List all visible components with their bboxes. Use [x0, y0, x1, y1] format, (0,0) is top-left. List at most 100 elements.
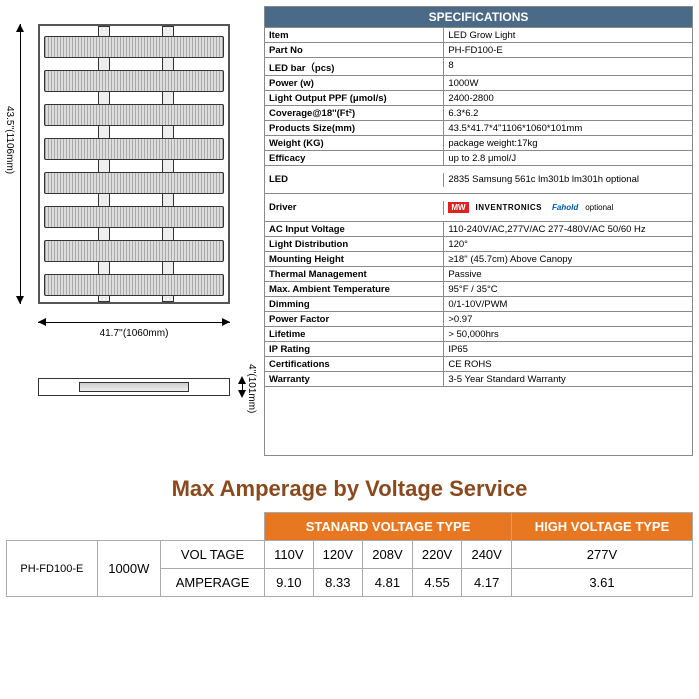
led-bar [44, 240, 224, 262]
spec-row: Weight (KG)package weight:17kg [265, 136, 692, 151]
amp-model: PH-FD100-E [7, 541, 98, 597]
spec-row: ItemLED Grow Light [265, 28, 692, 43]
spec-val: 3-5 Year Standard Warranty [444, 372, 692, 386]
amp-table: STANARD VOLTAGE TYPE HIGH VOLTAGE TYPE P… [6, 512, 693, 597]
spec-row: Mounting Height≥18'' (45.7cm) Above Cano… [265, 252, 692, 267]
spec-row: Part NoPH-FD100-E [265, 43, 692, 58]
spec-row: CertificationsCE ROHS [265, 357, 692, 372]
amp-amp-cell: 8.33 [313, 569, 363, 597]
amp-power: 1000W [97, 541, 160, 597]
amp-voltage-label: VOL TAGE [160, 541, 264, 569]
amp-high-volt-cell: 277V [511, 541, 692, 569]
spec-row: LED bar（pcs)8 [265, 58, 692, 76]
spec-key: Max. Ambient Temperature [265, 282, 444, 296]
spec-row: Thermal ManagementPassive [265, 267, 692, 282]
spec-key: Weight (KG) [265, 136, 444, 150]
spec-row: Power (w)1000W [265, 76, 692, 91]
spec-key: Efficacy [265, 151, 444, 165]
inventronics-logo: INVENTRONICS [473, 202, 545, 213]
side-view [38, 378, 230, 396]
spec-val: 6.3*6.2 [444, 106, 692, 120]
led-bar [44, 172, 224, 194]
spec-key: Warranty [265, 372, 444, 386]
arrow-icon [222, 318, 230, 326]
spec-row: Warranty3-5 Year Standard Warranty [265, 372, 692, 387]
spec-val: > 50,000hrs [444, 327, 692, 341]
amp-blank-header [7, 513, 265, 541]
spec-key: Products Size(mm) [265, 121, 444, 135]
spec-row: LED2835 Samsung 561c lm301b lm301h optio… [265, 166, 692, 194]
side-view-inner [79, 382, 189, 392]
spec-key: Part No [265, 43, 444, 57]
dim-depth-label: 4''(101mm) [246, 364, 257, 413]
spec-key: Light Output PPF (μmol/s) [265, 91, 444, 105]
light-frame [38, 24, 230, 304]
spec-key: Lifetime [265, 327, 444, 341]
spec-val: 110-240V/AC,277V/AC 277-480V/AC 50/60 Hz [444, 222, 692, 236]
amp-volt-cell: 110V [265, 541, 313, 569]
spec-row: Power Factor>0.97 [265, 312, 692, 327]
spec-val: LED Grow Light [444, 28, 692, 42]
spec-val: ≥18'' (45.7cm) Above Canopy [444, 252, 692, 266]
spec-val: IP65 [444, 342, 692, 356]
amp-voltage-row: PH-FD100-E 1000W VOL TAGE 110V 120V 208V… [7, 541, 693, 569]
spec-row: Light Output PPF (μmol/s)2400-2800 [265, 91, 692, 106]
spec-val: 43.5*41.7*4''1106*1060*101mm [444, 121, 692, 135]
spec-row: Dimming0/1-10V/PWM [265, 297, 692, 312]
spec-val: Passive [444, 267, 692, 281]
spec-row: Light Distribution120° [265, 237, 692, 252]
amp-table-head: STANARD VOLTAGE TYPE HIGH VOLTAGE TYPE [7, 513, 693, 541]
spec-val: 0/1-10V/PWM [444, 297, 692, 311]
spec-val: 2400-2800 [444, 91, 692, 105]
led-bar [44, 70, 224, 92]
spec-key: Thermal Management [265, 267, 444, 281]
meanwell-logo: MW [448, 202, 468, 213]
product-diagram: 43.5''(1106mm) 41.7''(1060mm) 4''(101mm) [6, 6, 256, 456]
amp-title: Max Amperage by Voltage Service [6, 476, 693, 502]
spec-row: DriverMWINVENTRONICSFaholdoptional [265, 194, 692, 222]
spec-val: 120° [444, 237, 692, 251]
arrow-icon [238, 376, 246, 384]
spec-val: >0.97 [444, 312, 692, 326]
spec-key: Power Factor [265, 312, 444, 326]
amp-high-amp-cell: 3.61 [511, 569, 692, 597]
spec-key: Item [265, 28, 444, 42]
spec-key: LED bar（pcs) [265, 58, 444, 75]
spec-val: 8 [444, 58, 692, 75]
spec-val: up to 2.8 μmol/J [444, 151, 692, 165]
amp-table-body: PH-FD100-E 1000W VOL TAGE 110V 120V 208V… [7, 541, 693, 597]
led-bar [44, 104, 224, 126]
spec-row: IP RatingIP65 [265, 342, 692, 357]
arrow-icon [38, 318, 46, 326]
spec-val: CE ROHS [444, 357, 692, 371]
amp-std-header: STANARD VOLTAGE TYPE [265, 513, 512, 541]
dim-line [20, 24, 21, 304]
amp-amp-cell: 4.55 [412, 569, 462, 597]
spec-val: package weight:17kg [444, 136, 692, 150]
spec-row: Products Size(mm)43.5*41.7*4''1106*1060*… [265, 121, 692, 136]
amperage-section: Max Amperage by Voltage Service STANARD … [6, 476, 693, 597]
spec-row: Coverage@18''(Ft²)6.3*6.2 [265, 106, 692, 121]
spec-key: IP Rating [265, 342, 444, 356]
amp-volt-cell: 208V [363, 541, 413, 569]
spec-key: Certifications [265, 357, 444, 371]
amp-amp-cell: 4.17 [462, 569, 512, 597]
spec-key: Coverage@18''(Ft²) [265, 106, 444, 120]
spec-key: Light Distribution [265, 237, 444, 251]
top-section: 43.5''(1106mm) 41.7''(1060mm) 4''(101mm)… [6, 6, 693, 456]
spec-key: Dimming [265, 297, 444, 311]
spec-val: MW INVENTRONICS Fahold optional [444, 201, 692, 215]
dim-height-label: 43.5''(1106mm) [4, 106, 15, 174]
dim-line [38, 322, 230, 323]
spec-val: PH-FD100-E [444, 43, 692, 57]
spec-key: LED [265, 173, 444, 187]
amp-volt-cell: 240V [462, 541, 512, 569]
amp-amperage-label: AMPERAGE [160, 569, 264, 597]
spec-row: Lifetime> 50,000hrs [265, 327, 692, 342]
spec-val: 2835 Samsung 561c lm301b lm301h optional [444, 173, 692, 187]
spec-key: Mounting Height [265, 252, 444, 266]
spec-header: SPECIFICATIONS [265, 7, 692, 28]
amp-amp-cell: 4.81 [363, 569, 413, 597]
optional-text: optional [585, 203, 613, 212]
fahold-logo: Fahold [549, 202, 581, 213]
